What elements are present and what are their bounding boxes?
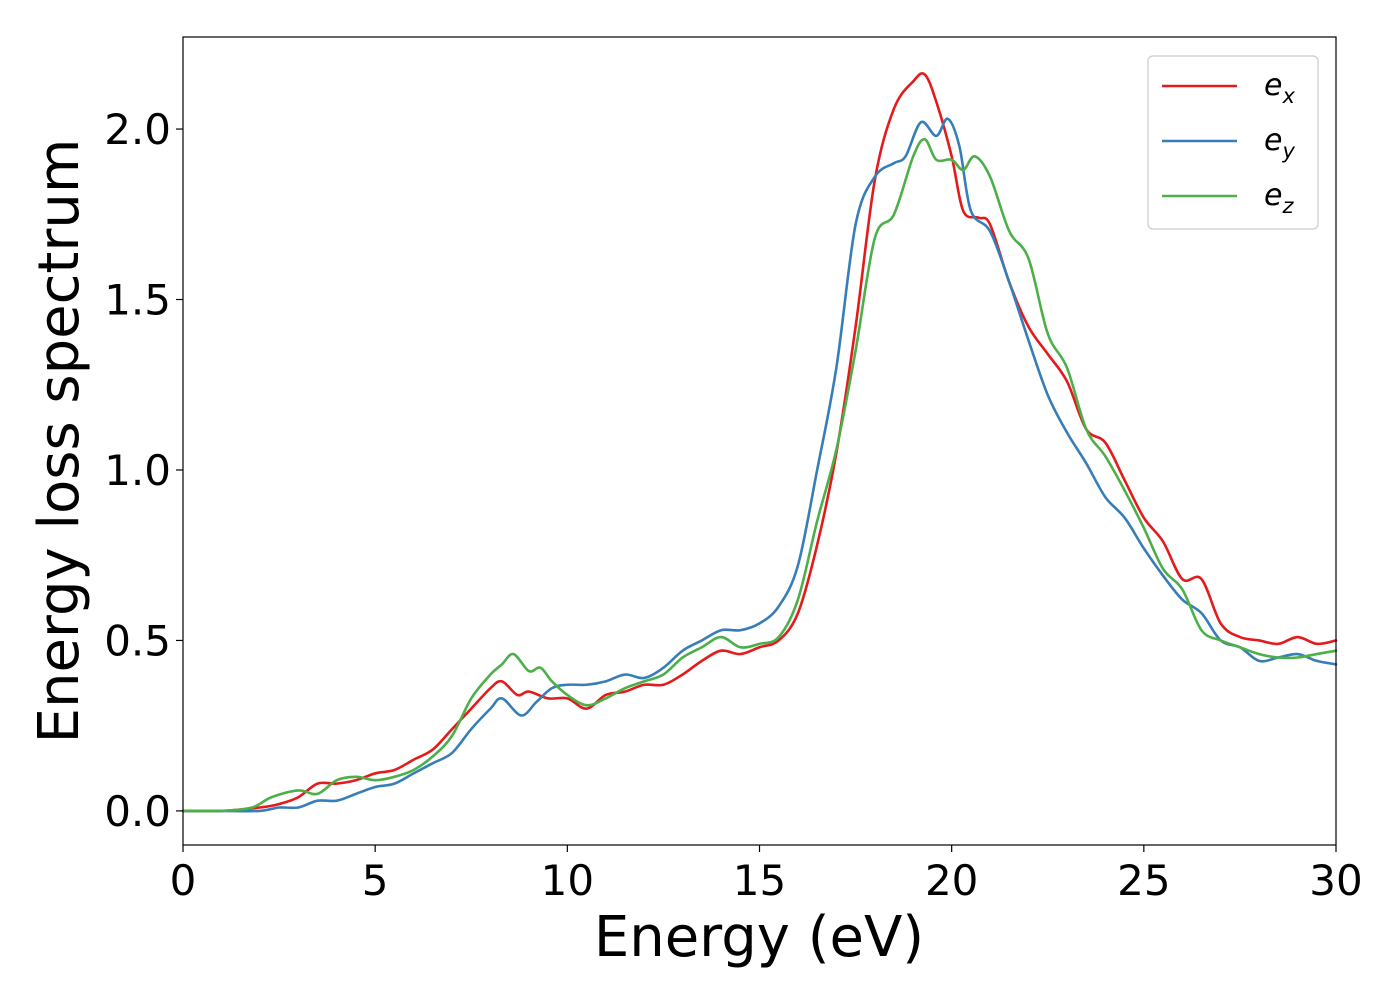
series-line-y bbox=[181, 117, 1338, 813]
x-tick-label: 10 bbox=[541, 856, 594, 905]
y-tick-label: 1.5 bbox=[104, 276, 171, 325]
x-tick-label: 20 bbox=[925, 856, 978, 905]
y-axis-ticks: 0.0 0.5 1.0 1.5 2.0 bbox=[104, 105, 183, 836]
y-axis-title: Energy loss spectrum bbox=[27, 139, 92, 744]
legend-label-x: ex bbox=[1264, 68, 1295, 108]
x-axis-title: Energy (eV) bbox=[594, 905, 924, 970]
series-line-z bbox=[181, 137, 1338, 813]
x-tick-label: 25 bbox=[1117, 856, 1170, 905]
x-tick-label: 30 bbox=[1309, 856, 1362, 905]
x-axis-ticks: 0 5 10 15 20 25 30 bbox=[170, 845, 1363, 905]
legend: ex ey ez bbox=[1147, 55, 1319, 230]
y-tick-label: 1.0 bbox=[104, 446, 171, 495]
legend-label-z: ez bbox=[1264, 178, 1294, 218]
y-tick-label: 2.0 bbox=[104, 105, 171, 154]
legend-box bbox=[1147, 55, 1319, 230]
series-line-x bbox=[181, 72, 1338, 813]
x-tick-label: 15 bbox=[733, 856, 786, 905]
x-tick-label: 5 bbox=[362, 856, 389, 905]
y-tick-label: 0.0 bbox=[104, 787, 171, 836]
series-layer bbox=[181, 72, 1338, 813]
legend-label-y: ey bbox=[1264, 123, 1295, 163]
x-tick-label: 0 bbox=[170, 856, 197, 905]
y-tick-label: 0.5 bbox=[104, 616, 171, 665]
